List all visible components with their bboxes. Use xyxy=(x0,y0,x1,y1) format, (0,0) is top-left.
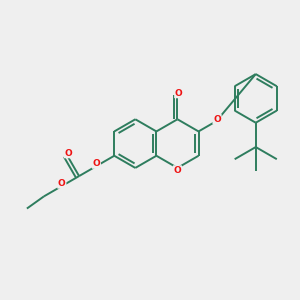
Text: O: O xyxy=(213,115,221,124)
Text: O: O xyxy=(174,166,181,175)
Text: O: O xyxy=(175,88,183,98)
Text: O: O xyxy=(92,159,100,168)
Text: O: O xyxy=(58,179,66,188)
Text: O: O xyxy=(64,148,72,158)
